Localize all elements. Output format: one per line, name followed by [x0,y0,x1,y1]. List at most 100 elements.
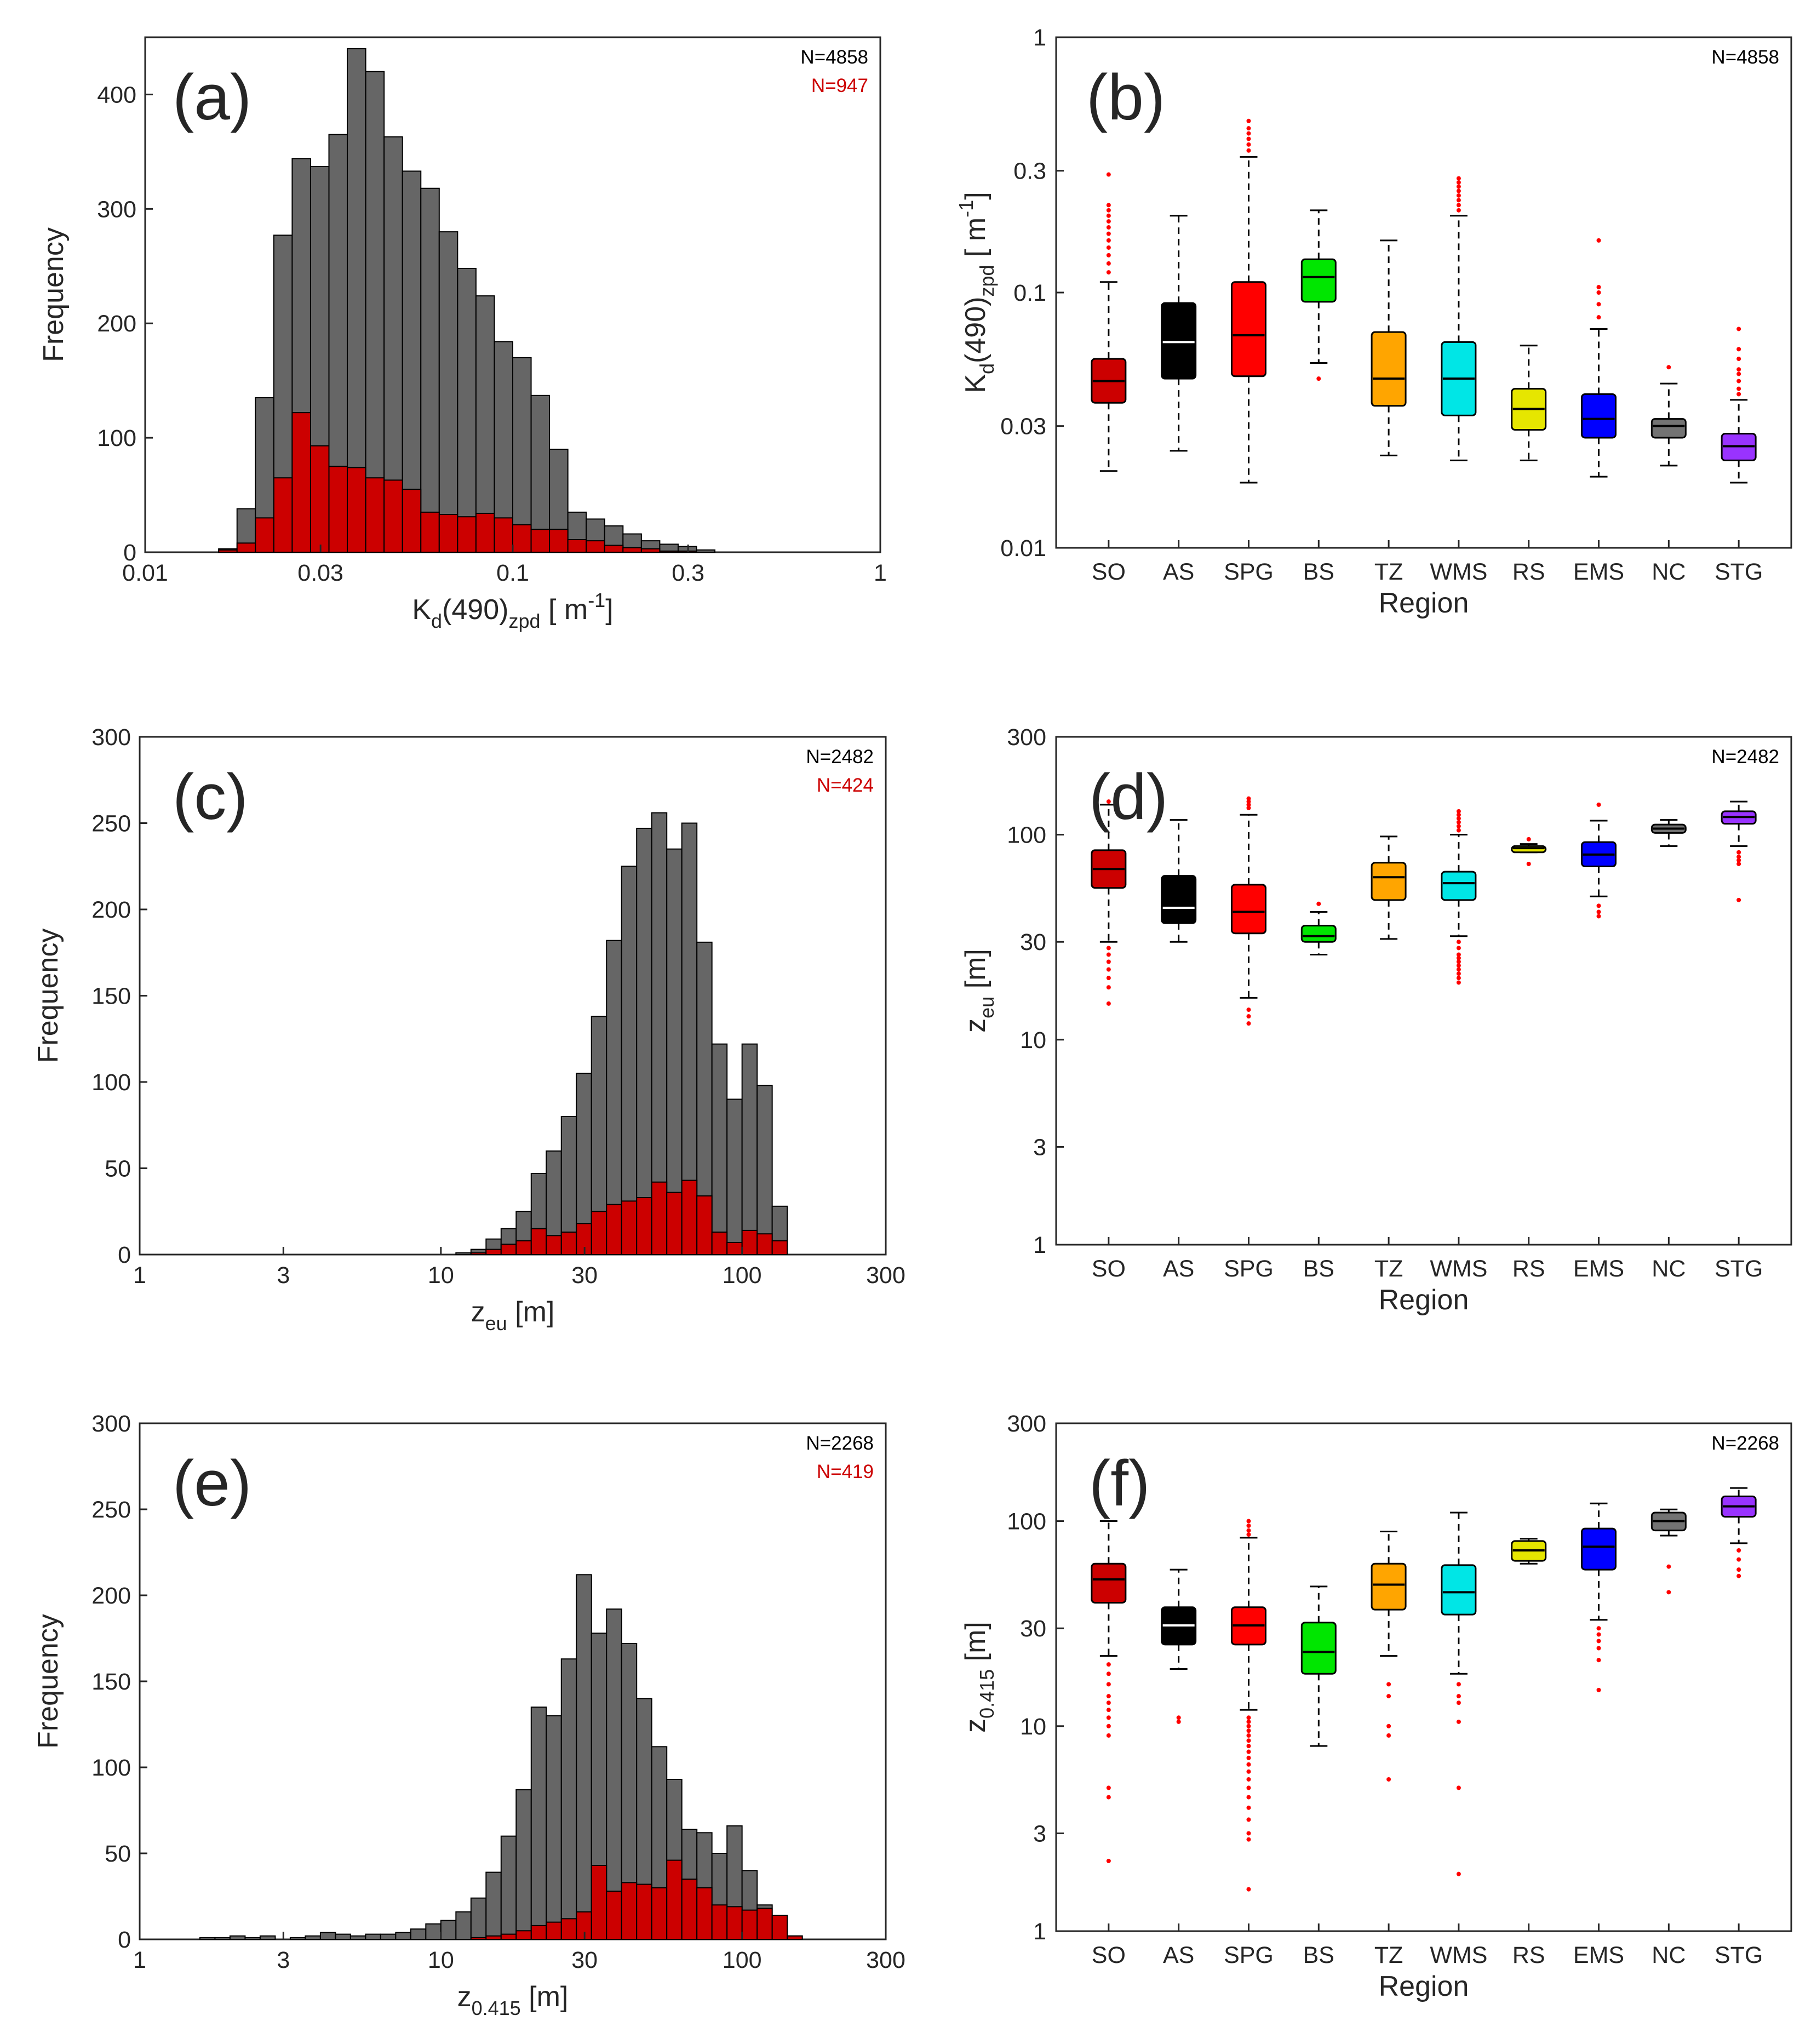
y-tick-label: 200 [91,897,131,923]
x-tick-label: EMS [1573,1942,1624,1968]
outlier-point [1106,245,1111,250]
outlier-point [1246,142,1251,147]
histogram-bar-subset [756,1908,773,1940]
x-tick-label: RS [1512,1256,1545,1282]
histogram-bar-subset [591,1864,607,1940]
y-tick-label: 0 [118,1927,131,1953]
xlabel-axis-label: z0.415 [m] [457,1981,569,2019]
y-axis-label: Frequency [32,1614,64,1749]
x-tick-label: TZ [1374,559,1403,585]
axis-label-unit: [m] [507,1296,555,1328]
x-tick-label: BS [1303,559,1334,585]
outlier-point [1106,967,1111,972]
histogram-bar-subset [681,1180,698,1255]
outlier-point [1456,193,1461,198]
histogram-bar-subset [549,529,569,553]
outlier-point [1106,208,1111,213]
axis-label-sub1: eu [485,1312,507,1335]
axis-label-close: ] [960,192,991,199]
box-BS [1300,925,1337,943]
histogram-bar [515,1789,532,1940]
y-tick-label: 3 [1033,1134,1046,1160]
histogram-bar [530,394,551,553]
histogram-bar [289,1937,306,1940]
y-tick-label: 0 [118,1242,131,1268]
histogram-bar [438,231,458,553]
outlier-point [1246,799,1251,804]
histogram-bar [756,1085,773,1255]
outlier-point [1106,231,1111,236]
panel-label: (c) [173,761,248,833]
y-tick-label: 150 [91,1669,131,1695]
x-tick-label: 3 [277,1262,290,1289]
histogram-bar [319,1932,336,1940]
axis-label-unit: [m] [521,1981,569,2013]
box-SPG [1230,884,1266,935]
y-tick-label: 1 [1033,1919,1046,1945]
histogram-bar-subset [309,445,330,553]
y-tick-label: 200 [91,1583,131,1609]
histogram-bar [726,1098,743,1255]
outlier-point [1456,959,1461,964]
outlier-point [1456,1871,1461,1876]
ylabel-axis-label: z0.415 [m] [960,1622,998,1733]
y-tick-label: 150 [91,983,131,1010]
outlier-point [1736,1567,1741,1572]
x-tick-label: AS [1163,1256,1194,1282]
outlier-point [1456,967,1461,972]
histogram-bar-subset [696,1195,713,1256]
x-axis-label: Region [1379,1284,1469,1316]
histogram-bar-subset [621,1882,638,1940]
axis-label-sub1: eu [976,997,998,1018]
panel-c: 1 3 10 30 100 300 0 50 100 150 200 250 300 zeu [m] Fr… [32,724,905,1335]
histogram-bar-subset [560,1232,577,1255]
histogram-bar-subset [771,1915,788,1940]
histogram-bar [512,357,532,553]
outlier-point [1106,1708,1111,1713]
y-tick-label: 1 [1033,25,1046,51]
axis-label-base: z [960,1719,991,1733]
outlier-point [1456,940,1461,944]
outlier-point [1246,1523,1251,1528]
histogram-bar-subset [726,1241,743,1256]
y-tick-label: 300 [91,1411,131,1437]
histogram-bar [410,1928,427,1940]
outlier-point [1106,1694,1111,1699]
histogram-bar-subset [515,1240,532,1255]
histogram-bar [214,1937,231,1940]
outlier-point [1456,971,1461,976]
histogram-bar-subset [347,467,366,553]
outlier-point [1106,213,1111,218]
n-subset-label: N=947 [811,75,868,96]
outlier-point [1456,952,1461,957]
axis-label-base: z [471,1296,485,1328]
y-tick-label: 50 [105,1841,131,1867]
histogram-bar-subset [494,517,514,553]
box-WMS [1441,871,1477,901]
outlier-point [1456,1694,1461,1699]
panel-label: (d) [1089,761,1168,833]
outlier-point [1736,371,1741,376]
outlier-point [1106,1682,1111,1687]
outlier-point [1246,1785,1251,1790]
outlier-point [1736,1557,1741,1562]
y-axis-label: Frequency [38,227,70,362]
outlier-point [1456,946,1461,951]
x-tick-label: 300 [866,1947,905,1973]
outlier-point [1736,1573,1741,1578]
histogram-bar-subset [696,1887,713,1940]
outlier-point [1106,1671,1111,1676]
outlier-point [1596,903,1601,908]
histogram-bar [560,1658,577,1940]
x-tick-label: 0.1 [496,560,529,586]
x-axis-label: Region [1379,1971,1469,2002]
histogram-bar [546,1715,562,1940]
histogram-bar-subset [636,1197,652,1255]
axis-label-unit: [ m [541,594,588,626]
axis-label-mid: (490) [442,594,508,626]
outlier-point [1526,861,1531,866]
outlier-point [1106,976,1111,981]
panel-b: SO AS SPG BS TZ WMS RS EMS NC STG0.010.030.10.31 … [955,25,1792,619]
outlier-point [1246,1795,1251,1800]
x-tick-label: EMS [1573,559,1624,585]
